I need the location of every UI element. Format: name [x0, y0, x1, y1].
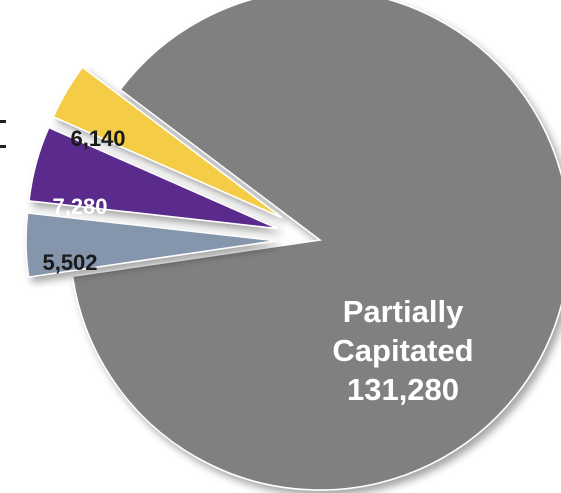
slice-partially-capitated-label-line: Capitated [332, 333, 473, 368]
slice-6140-label-line: 6,140 [70, 126, 125, 151]
slice-5502-label-line: 5,502 [42, 250, 97, 275]
slice-partially-capitated-label: Partially Capitated 131,280 [332, 294, 473, 407]
slice-5502-label: 5,502 [42, 250, 97, 275]
slice-partially-capitated-label-line: Partially [343, 294, 464, 329]
slice-partially-capitated-label-line: 131,280 [347, 372, 459, 407]
slice-6140 [25, 212, 277, 278]
slice-7280-label-line: 7,280 [52, 194, 107, 219]
slice-partially-capitated [71, 0, 561, 491]
slice-7280 [28, 126, 278, 230]
slice-7280-label: 7,280 [52, 194, 107, 219]
slice-5502 [52, 66, 283, 219]
slice-6140-label: 6,140 [70, 126, 125, 151]
cropped-edge-mark [0, 120, 6, 148]
